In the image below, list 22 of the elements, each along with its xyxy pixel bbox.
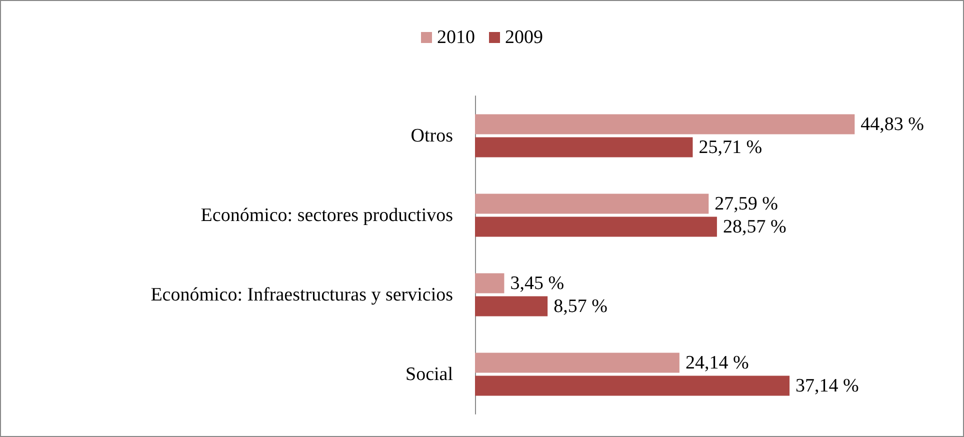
y-tick-label: Social <box>406 364 453 385</box>
legend-label: 2009 <box>505 27 543 48</box>
data-label: 28,57 % <box>722 216 786 238</box>
bar <box>475 352 680 373</box>
bar <box>475 137 693 158</box>
y-tick-label: Económico: Infraestructuras y servicios <box>150 284 453 306</box>
y-tick-label: Otros <box>410 125 453 146</box>
legend-label: 2010 <box>437 27 475 48</box>
bar <box>475 273 504 294</box>
bar <box>475 376 790 396</box>
bar <box>475 216 717 237</box>
data-label: 44,83 % <box>860 114 924 135</box>
data-label: 27,59 % <box>714 193 778 214</box>
data-label: 24,14 % <box>685 352 749 374</box>
data-label: 25,71 % <box>698 136 762 158</box>
data-label: 8,57 % <box>554 296 608 317</box>
bar <box>475 194 709 214</box>
data-label: 37,14 % <box>796 375 860 396</box>
y-tick-label: Económico: sectores productivos <box>200 204 453 226</box>
bar <box>475 296 548 316</box>
bar <box>475 114 855 134</box>
data-label: 3,45 % <box>510 272 564 294</box>
